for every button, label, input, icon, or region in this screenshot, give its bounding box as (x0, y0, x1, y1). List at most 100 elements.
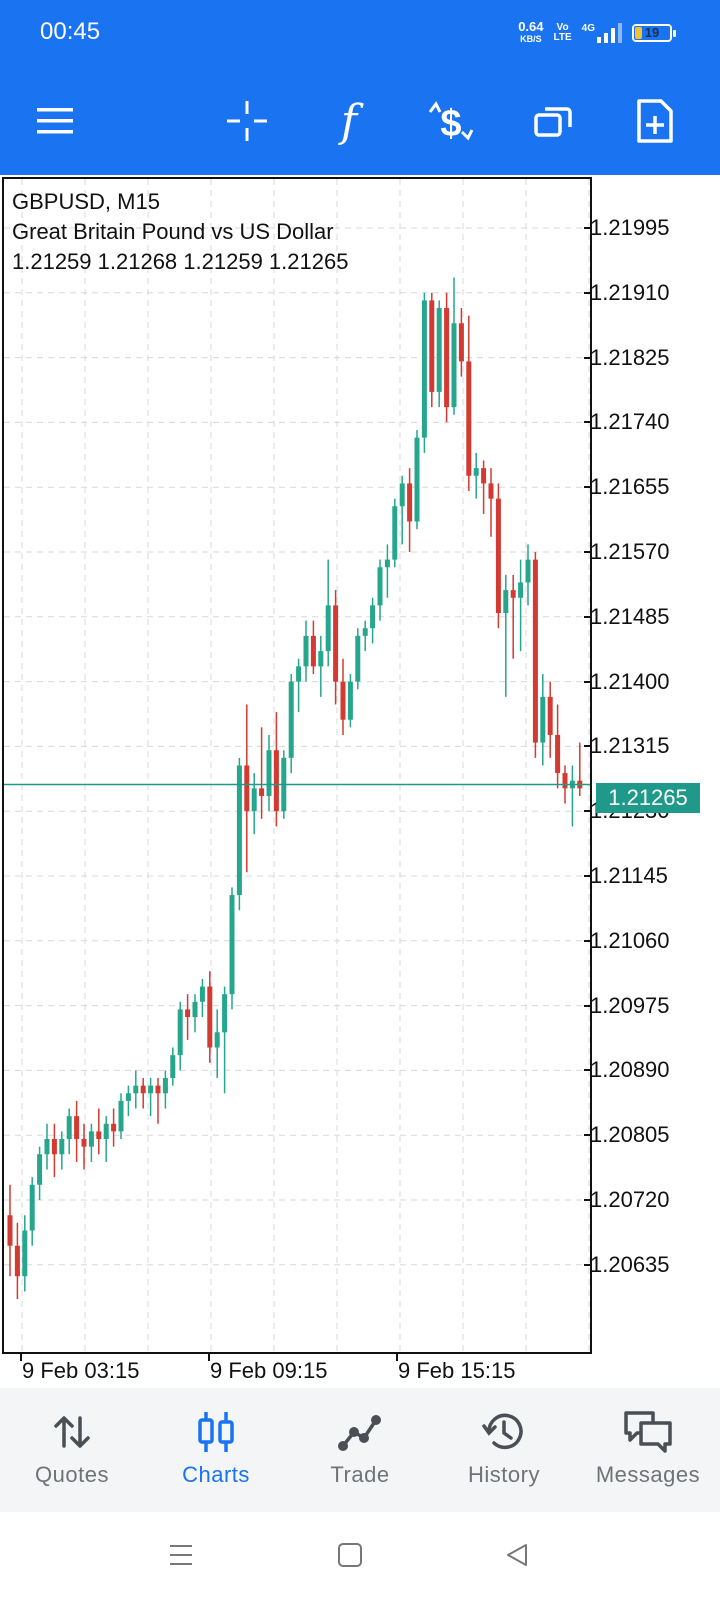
chart-canvas[interactable]: GBPUSD, M15 Great Britain Pound vs US Do… (2, 177, 592, 1354)
nav-charts[interactable]: Charts (144, 1388, 288, 1512)
volte-indicator: Vo LTE (554, 23, 572, 43)
candle (177, 1001, 183, 1071)
candle (7, 1184, 13, 1277)
price-tick-label: 1.20635 (584, 1251, 670, 1277)
candle (251, 773, 257, 835)
candle (384, 544, 390, 598)
candle (510, 574, 516, 659)
nav-trade-label: Trade (330, 1462, 390, 1487)
nav-charts-label: Charts (182, 1462, 250, 1487)
charts-icon (196, 1408, 236, 1456)
candle (421, 292, 427, 453)
candle (59, 1131, 65, 1170)
nav-quotes[interactable]: Quotes (0, 1388, 144, 1512)
candle (66, 1108, 72, 1155)
candle (399, 475, 405, 545)
candle (407, 468, 413, 552)
candle (532, 552, 538, 758)
history-icon (482, 1408, 526, 1456)
candle (185, 994, 191, 1040)
battery-icon: 19 (632, 24, 676, 42)
candle (288, 673, 294, 774)
candle (370, 597, 376, 644)
candle (495, 483, 501, 629)
candle (222, 986, 228, 1094)
candle (148, 1078, 154, 1117)
price-tick-label: 1.21910 (584, 279, 670, 305)
candle (14, 1222, 20, 1300)
price-tick-label: 1.21740 (584, 409, 670, 435)
candle (273, 712, 279, 827)
back-icon[interactable] (504, 1542, 530, 1573)
price-tick-label: 1.21655 (584, 474, 670, 500)
time-tick-label: 9 Feb 03:15 (19, 1354, 140, 1383)
candle (162, 1070, 168, 1109)
candle (111, 1108, 117, 1147)
candle (458, 308, 464, 377)
indicators-icon[interactable]: f (340, 95, 358, 147)
candle (355, 628, 361, 690)
candle (29, 1177, 35, 1246)
nav-history[interactable]: History (432, 1388, 576, 1512)
status-indicators: 0.64 KB/S Vo LTE 4G 19 (518, 18, 676, 48)
candle (429, 292, 435, 408)
candle (333, 590, 339, 705)
status-time: 00:45 (40, 18, 101, 45)
candle (466, 315, 472, 492)
candle (44, 1123, 50, 1170)
candle (207, 971, 213, 1063)
nav-trade[interactable]: Trade (288, 1388, 432, 1512)
price-tick-label: 1.20975 (584, 992, 670, 1018)
candle (229, 887, 235, 1010)
new-order-icon[interactable]: $ (425, 95, 477, 147)
price-tick-label: 1.21485 (584, 603, 670, 629)
candle (214, 1009, 220, 1079)
app-bar: 00:45 0.64 KB/S Vo LTE 4G 19 f $ (0, 0, 720, 175)
candle (525, 544, 531, 606)
time-tick-label: 9 Feb 09:15 (207, 1354, 328, 1383)
candle (392, 498, 398, 568)
price-tick-label: 1.21145 (584, 863, 668, 888)
candle (444, 292, 450, 423)
menu-icon[interactable] (29, 95, 81, 147)
candle (133, 1070, 139, 1109)
candle (170, 1047, 176, 1086)
candle (81, 1123, 87, 1170)
candle (140, 1078, 146, 1109)
candle (547, 681, 553, 758)
candle (577, 742, 583, 796)
candle (236, 757, 242, 911)
add-object-icon[interactable] (629, 95, 681, 147)
candlestick-chart[interactable] (4, 179, 590, 1352)
recents-icon[interactable] (168, 1542, 194, 1573)
home-icon[interactable] (337, 1542, 363, 1573)
candle (318, 635, 324, 697)
windows-icon[interactable] (527, 95, 579, 147)
candle (436, 300, 442, 408)
candle (555, 704, 561, 789)
network-type: 4G (581, 23, 595, 34)
nav-messages[interactable]: Messages (576, 1388, 720, 1512)
candle (296, 658, 302, 713)
candle (481, 460, 487, 514)
candle (266, 734, 272, 812)
candle (303, 620, 309, 682)
candle (51, 1123, 57, 1178)
messages-icon (623, 1408, 673, 1456)
svg-text:$: $ (440, 103, 461, 144)
candle (103, 1116, 109, 1162)
nav-history-label: History (468, 1462, 540, 1487)
quotes-icon (52, 1408, 92, 1456)
candle (244, 704, 250, 873)
time-axis: 9 Feb 03:15 9 Feb 09:15 9 Feb 15:15 (0, 1354, 600, 1390)
nav-quotes-label: Quotes (35, 1462, 109, 1487)
chart-ohlc: 1.21259 1.21268 1.21259 1.21265 (12, 249, 349, 274)
price-tick-label: 1.20890 (584, 1057, 670, 1083)
network-speed-unit: KB/S (520, 34, 542, 44)
candle (199, 978, 205, 1018)
candle (503, 574, 509, 697)
time-tick-label: 9 Feb 15:15 (395, 1354, 516, 1383)
crosshair-icon[interactable] (221, 95, 273, 147)
price-tick-label: 1.21400 (584, 668, 670, 694)
candle (518, 559, 524, 652)
